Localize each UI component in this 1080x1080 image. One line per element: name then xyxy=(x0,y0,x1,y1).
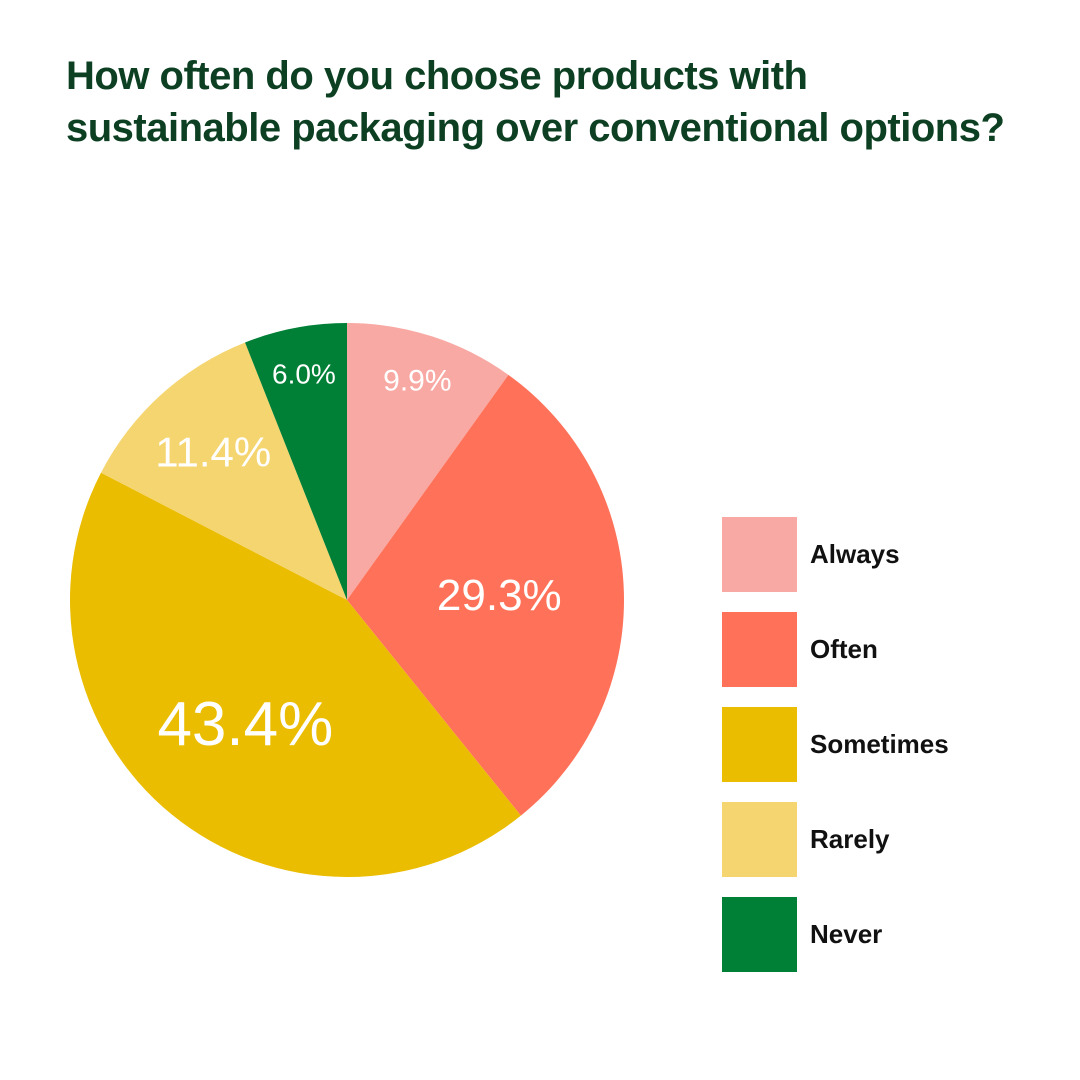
chart-title-line-2: sustainable packaging over conventional … xyxy=(66,106,1005,150)
legend-swatch xyxy=(722,707,797,782)
legend-swatch xyxy=(722,517,797,592)
legend-label: Often xyxy=(810,634,878,664)
slice-label-always: 9.9% xyxy=(383,365,451,398)
slice-label-rarely: 11.4% xyxy=(155,429,271,476)
slice-label-often: 29.3% xyxy=(437,571,562,620)
chart-title: How often do you choose products with su… xyxy=(66,50,1056,154)
pie-slice-sometimes xyxy=(70,472,521,877)
legend-label: Rarely xyxy=(810,824,890,854)
pie-slice-often xyxy=(347,374,624,816)
legend-label: Never xyxy=(810,919,883,949)
pie-slice-never xyxy=(245,323,347,600)
legend-label: Sometimes xyxy=(810,729,949,759)
legend-swatch xyxy=(722,802,797,877)
legend-swatch xyxy=(722,897,797,972)
pie-slice-always xyxy=(347,323,509,600)
slice-label-never: 6.0% xyxy=(272,359,336,390)
legend-label: Always xyxy=(810,539,900,569)
pie-slice-rarely xyxy=(100,342,347,600)
chart-title-line-1: How often do you choose products with xyxy=(66,54,808,98)
legend-swatch xyxy=(722,612,797,687)
slice-label-sometimes: 43.4% xyxy=(157,690,333,759)
